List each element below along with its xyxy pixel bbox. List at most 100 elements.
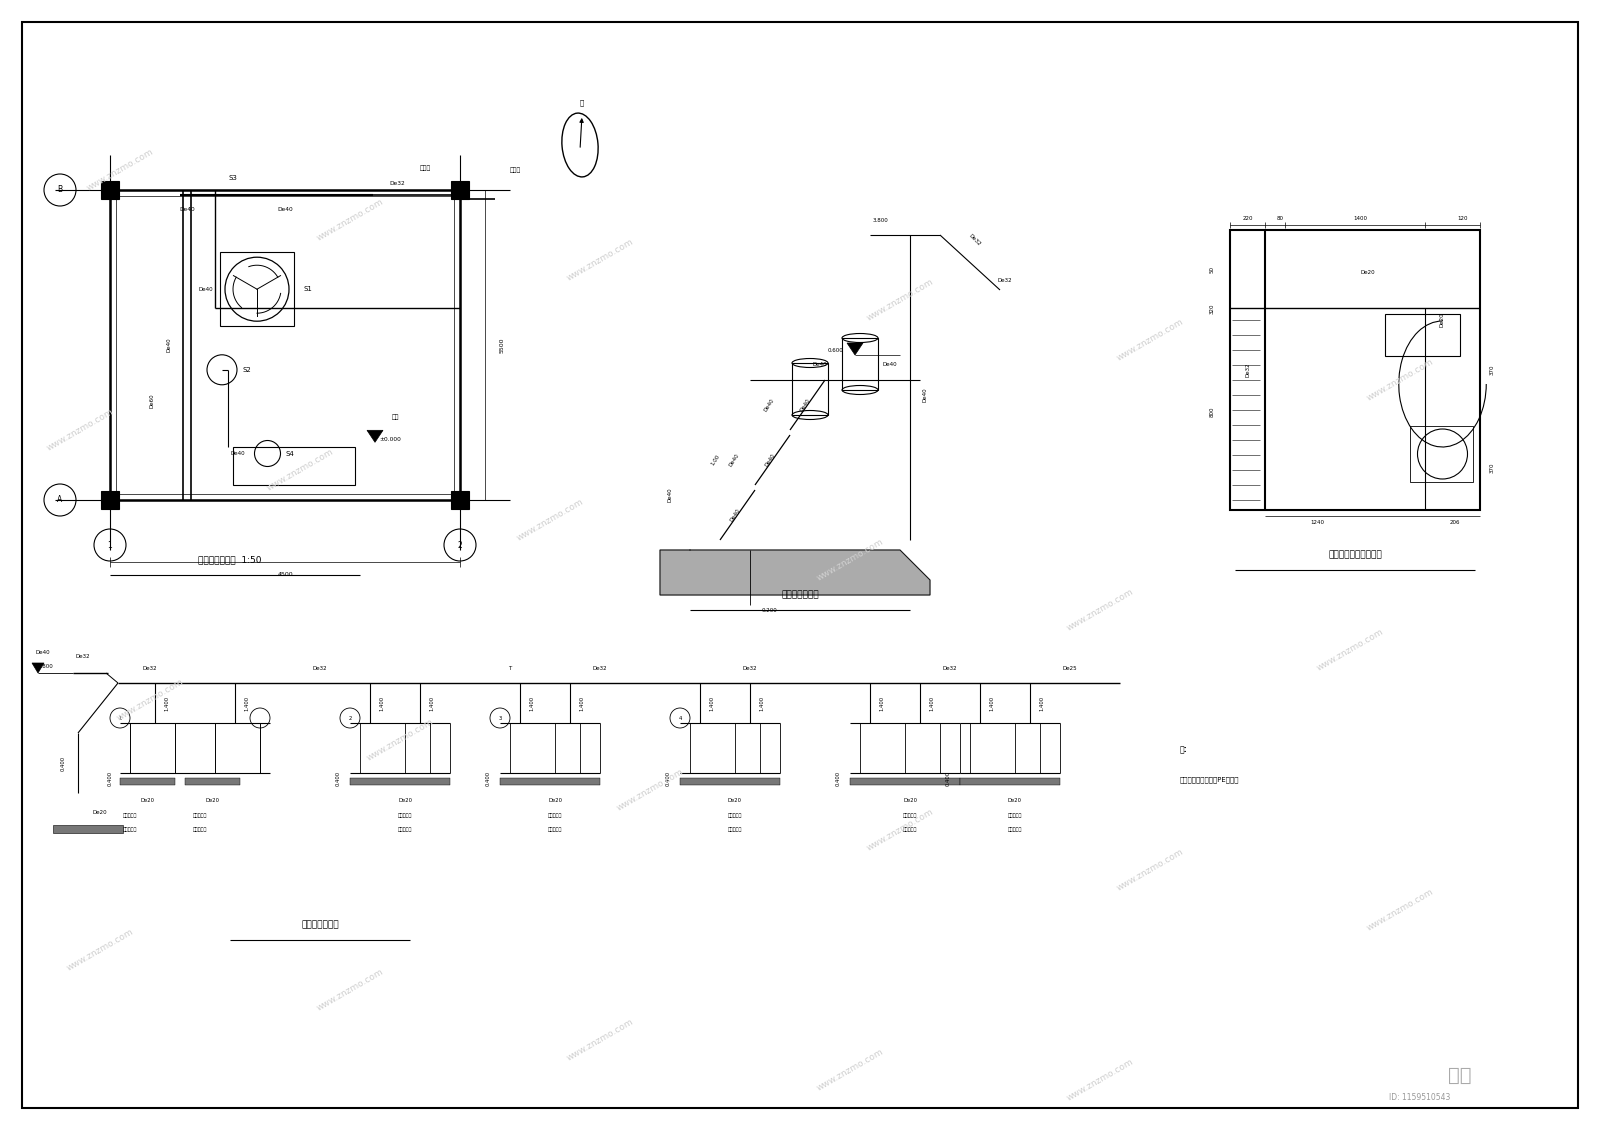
Text: De40: De40 [179,207,195,211]
Bar [232,447,355,485]
Text: 1.400: 1.400 [530,695,534,711]
Bar [117,195,454,494]
Bar [451,492,469,508]
Bar [1230,231,1480,510]
Text: www.znzmo.com: www.znzmo.com [1315,627,1386,672]
Text: www.znzmo.com: www.znzmo.com [66,928,134,973]
Text: S2: S2 [242,367,251,373]
Text: 0.400: 0.400 [61,756,66,771]
Text: www.znzmo.com: www.znzmo.com [315,967,386,1012]
Text: De40: De40 [813,363,827,367]
Text: 1.400: 1.400 [930,695,934,711]
Text: www.znzmo.com: www.znzmo.com [1066,1058,1134,1103]
Text: De40: De40 [798,398,811,412]
Text: De40: De40 [730,507,741,522]
Text: www.znzmo.com: www.znzmo.com [565,237,635,282]
Text: 206: 206 [1450,520,1461,524]
Text: De32: De32 [942,666,957,670]
Text: 1.400: 1.400 [709,695,715,711]
Text: 给排水支管: 给排水支管 [398,812,413,817]
Text: 1.400: 1.400 [429,695,435,711]
Text: 给排水立管: 给排水立管 [123,827,138,833]
Text: 1.400: 1.400 [1040,695,1045,711]
Text: 给排水立管: 给排水立管 [728,827,742,833]
Text: 给排水: 给排水 [509,167,520,173]
Text: 0.400: 0.400 [666,771,670,785]
Text: 1.400: 1.400 [379,695,384,711]
Text: www.znzmo.com: www.znzmo.com [515,497,586,542]
Text: 3: 3 [498,715,502,721]
Text: www.znzmo.com: www.znzmo.com [614,767,685,812]
Bar [101,492,118,508]
Text: B: B [58,185,62,194]
Polygon shape [32,663,45,673]
Text: De40: De40 [277,207,293,211]
Text: 1240: 1240 [1310,520,1325,524]
Text: De32: De32 [312,666,328,670]
Text: www.znzmo.com: www.znzmo.com [866,807,934,853]
Text: 1.400: 1.400 [245,695,250,711]
Text: 2: 2 [349,715,352,721]
Text: www.znzmo.com: www.znzmo.com [1365,887,1435,932]
Bar [1410,426,1472,483]
Text: 给排水支管: 给排水支管 [728,812,742,817]
Text: De20: De20 [902,798,917,802]
Text: 给排水支管: 给排水支管 [123,812,138,817]
Text: 3.800: 3.800 [38,664,54,669]
Text: 1: 1 [107,540,112,549]
Text: De32: De32 [142,666,157,670]
Text: 1.400: 1.400 [880,695,885,711]
Text: 见说明书，管道达到PE管件。: 见说明书，管道达到PE管件。 [1181,776,1240,783]
Text: 1: 1 [118,715,122,721]
Text: S1: S1 [304,286,314,293]
Text: www.znzmo.com: www.znzmo.com [1115,318,1186,363]
Text: A: A [58,495,62,504]
Text: www.znzmo.com: www.znzmo.com [45,407,115,453]
Text: www.znzmo.com: www.znzmo.com [85,147,155,193]
Text: De60: De60 [149,393,155,408]
Text: www.znzmo.com: www.znzmo.com [866,277,934,323]
Text: 0.400: 0.400 [835,771,840,785]
Text: 0.400: 0.400 [485,771,491,785]
Text: De40: De40 [230,451,245,457]
Text: 220: 220 [1242,216,1253,220]
Text: 给排水立管: 给排水立管 [1008,827,1022,833]
Text: 0.400: 0.400 [946,771,950,785]
Text: ID: 1159510543: ID: 1159510543 [1389,1094,1451,1103]
Text: De32: De32 [592,666,608,670]
Text: De32: De32 [389,181,405,185]
Text: De20: De20 [728,798,742,802]
Bar [842,338,878,390]
Text: De40: De40 [883,363,898,367]
Bar [350,777,450,785]
Text: De32: De32 [998,278,1013,282]
Text: 3.800: 3.800 [872,217,888,223]
Bar [120,777,174,785]
Text: De32: De32 [968,233,982,247]
Text: De40: De40 [763,452,776,468]
Text: www.znzmo.com: www.znzmo.com [814,537,885,583]
Text: 知末: 知末 [1448,1066,1472,1085]
Text: S3: S3 [229,175,237,181]
Text: www.znzmo.com: www.znzmo.com [814,1048,885,1093]
Text: 1.00: 1.00 [709,453,720,467]
Text: De32: De32 [75,654,90,660]
Text: 卫生间给、排水大样图: 卫生间给、排水大样图 [1328,550,1382,559]
Bar [451,181,469,199]
Text: De20: De20 [205,798,219,802]
Text: 5500: 5500 [499,337,504,353]
Text: De40: De40 [198,287,213,292]
Text: T: T [509,666,512,670]
Bar [101,181,118,199]
Text: 注:: 注: [1181,746,1187,755]
Bar [1386,314,1461,356]
Bar [850,777,960,785]
Text: De20: De20 [549,798,562,802]
Text: 4500: 4500 [277,573,293,577]
Text: 0.400: 0.400 [107,771,112,785]
Text: 给排水立管: 给排水立管 [902,827,917,833]
Text: ±0.000: ±0.000 [379,437,402,442]
Text: De20: De20 [93,810,107,816]
Text: 给排水立管: 给排水立管 [398,827,413,833]
Text: 0.600: 0.600 [827,348,843,353]
